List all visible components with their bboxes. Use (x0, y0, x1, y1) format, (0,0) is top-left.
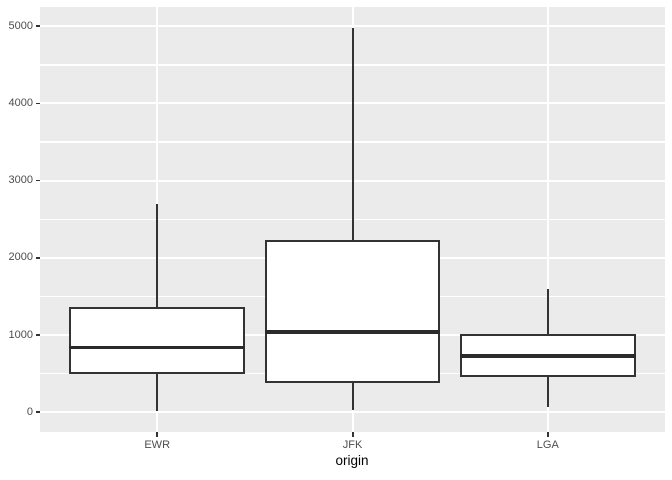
gridline-v-major (546, 7, 549, 432)
whisker-upper (156, 203, 159, 308)
median-line (264, 330, 441, 334)
y-tick-label: 1000 (8, 328, 33, 341)
y-tick-label: 5000 (8, 19, 33, 32)
boxplot-jfk (40, 7, 665, 432)
whisker-upper (351, 27, 354, 241)
x-tick-mark (546, 431, 549, 437)
x-tick-label: LGA (536, 439, 559, 451)
y-tick-mark (35, 25, 40, 28)
box-iqr (264, 240, 441, 383)
y-tick-label: 2000 (8, 251, 33, 264)
boxplot-ewr (40, 7, 665, 432)
whisker-lower (156, 374, 159, 411)
median-line (69, 345, 246, 350)
y-tick-mark (35, 334, 40, 336)
whisker-lower (351, 382, 354, 410)
y-tick-label: 3000 (8, 174, 33, 187)
y-tick-mark (35, 411, 40, 413)
plot-panel (40, 7, 665, 432)
median-line (459, 354, 636, 358)
y-tick-mark (35, 102, 40, 105)
y-tick-label: 0 (26, 405, 33, 418)
y-tick-label: 4000 (8, 96, 33, 109)
x-tick-label: JFK (342, 439, 363, 451)
box-iqr (69, 307, 246, 375)
x-tick-mark (156, 431, 159, 437)
x-tick-mark (351, 431, 354, 437)
y-tick-mark (35, 257, 40, 259)
x-tick-label: EWR (144, 439, 171, 451)
x-axis-title: origin (335, 453, 369, 468)
boxplot-lga (40, 7, 665, 432)
y-tick-mark (35, 179, 40, 182)
whisker-lower (546, 376, 549, 407)
whisker-upper (546, 289, 549, 335)
